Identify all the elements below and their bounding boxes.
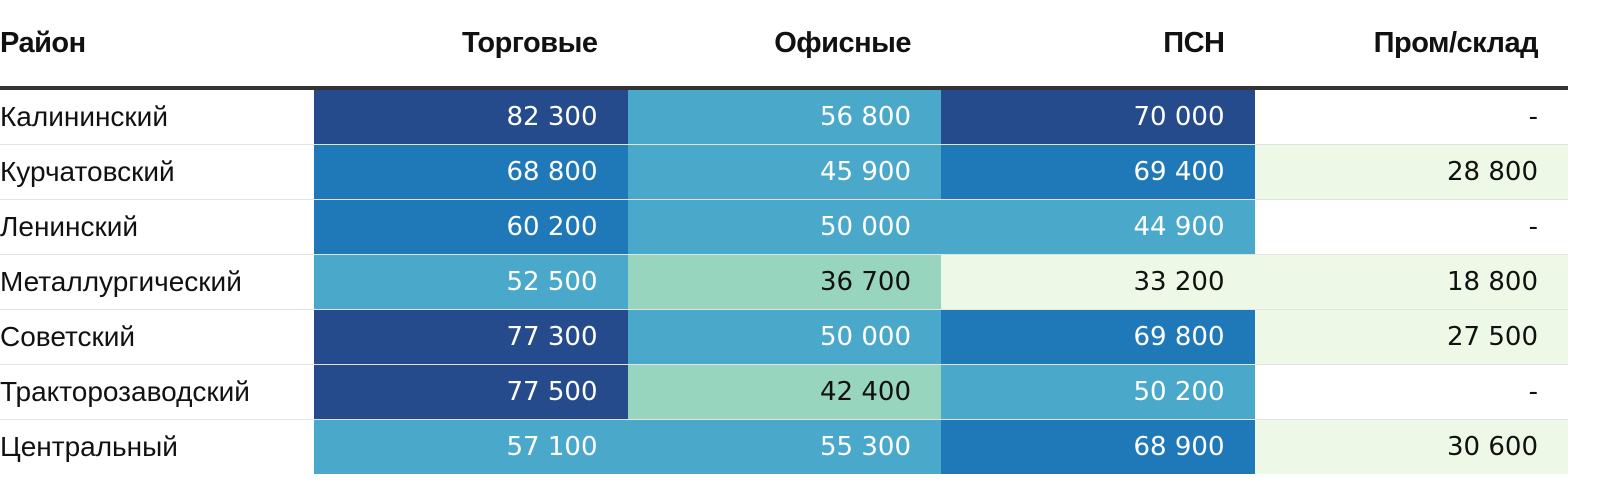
heatmap-body: Калининский 82 300 56 800 70 000- Курчатовск… (0, 88, 1568, 474)
heatmap-cell: 69 400 (941, 144, 1255, 200)
district-label: Калининский (0, 88, 314, 145)
heatmap-cell: 50 000 (627, 309, 941, 365)
heatmap-cell: 44 900 (941, 199, 1255, 255)
heatmap-cell: 52 500 (314, 254, 628, 310)
table-row: Калининский 82 300 56 800 70 000- (0, 88, 1568, 145)
heatmap-cell: 30 600 (1254, 419, 1568, 474)
district-label: Советский (0, 309, 314, 365)
heatmap-cell: 77 300 (314, 309, 628, 365)
column-header: ПСН (941, 0, 1255, 90)
heatmap-cell: 36 700 (627, 254, 941, 310)
table-row: Курчатовский 68 800 45 900 69 400 28 800 (0, 144, 1568, 200)
heatmap-cell: 60 200 (314, 199, 628, 255)
heatmap-cell: 50 000 (627, 199, 941, 255)
district-label: Тракторозаводский (0, 364, 314, 420)
heatmap-cell: - (1254, 199, 1568, 255)
heatmap-cell: 33 200 (941, 254, 1255, 310)
district-label: Центральный (0, 419, 314, 474)
column-header: Торговые (314, 0, 628, 90)
heatmap-cell: 55 300 (627, 419, 941, 474)
table-row: Металлургический 52 500 36 700 33 200 18 800 (0, 254, 1568, 310)
district-label: Ленинский (0, 199, 314, 255)
heatmap-cell: - (1254, 88, 1568, 145)
heatmap-cell: 56 800 (627, 88, 941, 145)
heatmap-cell: 50 200 (941, 364, 1255, 420)
heatmap-cell: 68 800 (314, 144, 628, 200)
table-row: Центральный 57 100 55 300 68 900 30 600 (0, 419, 1568, 474)
heatmap-cell: 82 300 (314, 88, 628, 145)
column-header: Пром/склад (1254, 0, 1568, 90)
heatmap-cell: - (1254, 364, 1568, 420)
table-row: Советский 77 300 50 000 69 800 27 500 (0, 309, 1568, 365)
district-label: Курчатовский (0, 144, 314, 200)
heatmap-cell: 27 500 (1254, 309, 1568, 365)
heatmap-cell: 57 100 (314, 419, 628, 474)
heatmap-cell: 45 900 (627, 144, 941, 200)
heatmap-cell: 42 400 (627, 364, 941, 420)
table-row: Тракторозаводский 77 500 42 400 50 200- (0, 364, 1568, 420)
heatmap-cell: 68 900 (941, 419, 1255, 474)
row-header-label: Район (0, 0, 314, 90)
heatmap-table: Район Торговые Офисные ПСН Пром/склад Ка… (0, 0, 1568, 474)
heatmap-cell: 70 000 (941, 88, 1255, 145)
district-label: Металлургический (0, 254, 314, 310)
table-row: Ленинский 60 200 50 000 44 900- (0, 199, 1568, 255)
heatmap-cell: 28 800 (1254, 144, 1568, 200)
heatmap-cell: 77 500 (314, 364, 628, 420)
heatmap-cell: 18 800 (1254, 254, 1568, 310)
column-header: Офисные (627, 0, 941, 90)
heatmap-cell: 69 800 (941, 309, 1255, 365)
header-row: Район Торговые Офисные ПСН Пром/склад (0, 0, 1568, 90)
